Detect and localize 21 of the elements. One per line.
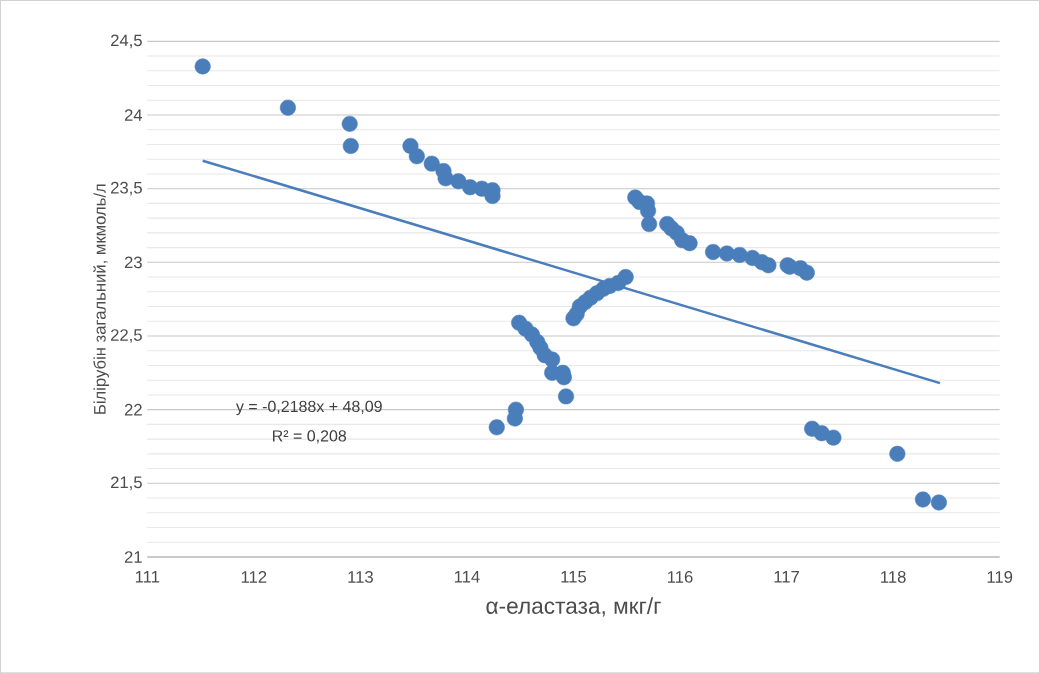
- x-tick-label: 111: [135, 570, 160, 583]
- y-tick-label: 24: [124, 109, 143, 121]
- y-tick-label: 21,5: [111, 476, 142, 491]
- x-tick-label: 117: [774, 570, 799, 583]
- y-tick-label: 23: [124, 256, 142, 269]
- x-tick-label: 116: [668, 570, 693, 583]
- x-tick-label: 113: [348, 570, 373, 583]
- y-tick-label: 24,5: [111, 34, 142, 49]
- x-tick-label: 115: [561, 570, 587, 583]
- y-tick-label: 21: [124, 551, 142, 563]
- annotation: y = -0,2188x + 48,09: [235, 400, 382, 416]
- x-tick-label: 119: [987, 570, 1013, 583]
- x-tick-label: 118: [881, 570, 906, 583]
- x-axis-title: α-еластаза, мкг/г: [486, 597, 661, 617]
- annotation: R² = 0,208: [273, 430, 347, 444]
- x-tick-label: 112: [241, 570, 267, 583]
- y-axis-title: Білірубін загальний, мкмоль/л: [93, 184, 110, 414]
- y-tick-label: 23,5: [111, 181, 142, 196]
- y-tick-label: 22: [124, 403, 142, 416]
- y-tick-label: 22,5: [111, 328, 142, 343]
- x-tick-label: 114: [454, 570, 480, 583]
